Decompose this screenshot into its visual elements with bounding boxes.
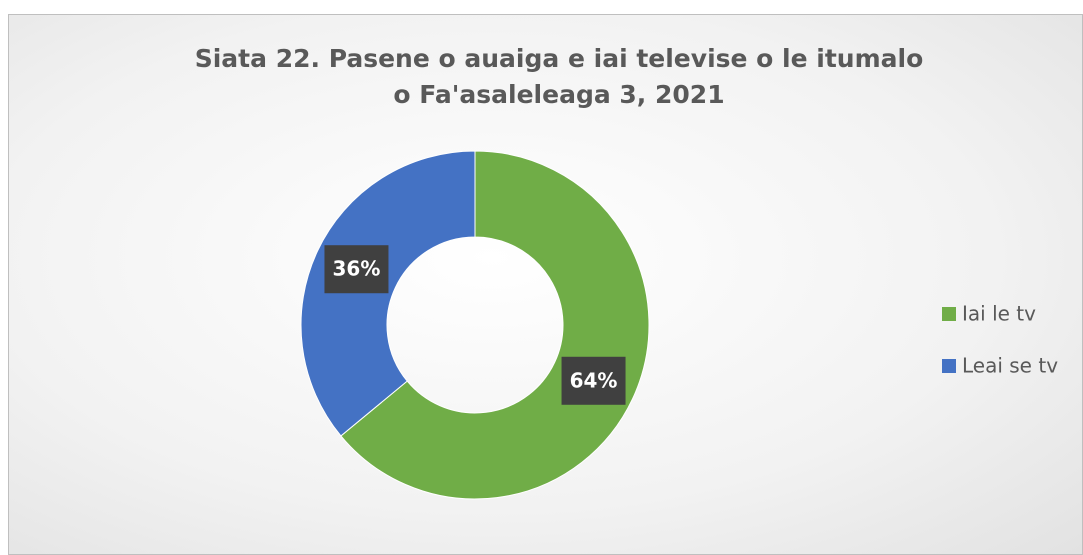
chart-title: Siata 22. Pasene o auaiga e iai televise… xyxy=(194,44,924,109)
legend-label: Leai se tv xyxy=(962,354,1058,378)
legend-label: Iai le tv xyxy=(962,302,1036,326)
data-label: 36% xyxy=(333,257,381,281)
data-label-box xyxy=(561,356,626,405)
legend-swatch xyxy=(942,359,956,373)
donut-slice xyxy=(340,150,650,500)
legend-swatch xyxy=(942,307,956,321)
donut-slice xyxy=(300,150,476,437)
data-label: 64% xyxy=(570,368,618,392)
data-label-box xyxy=(324,245,389,294)
